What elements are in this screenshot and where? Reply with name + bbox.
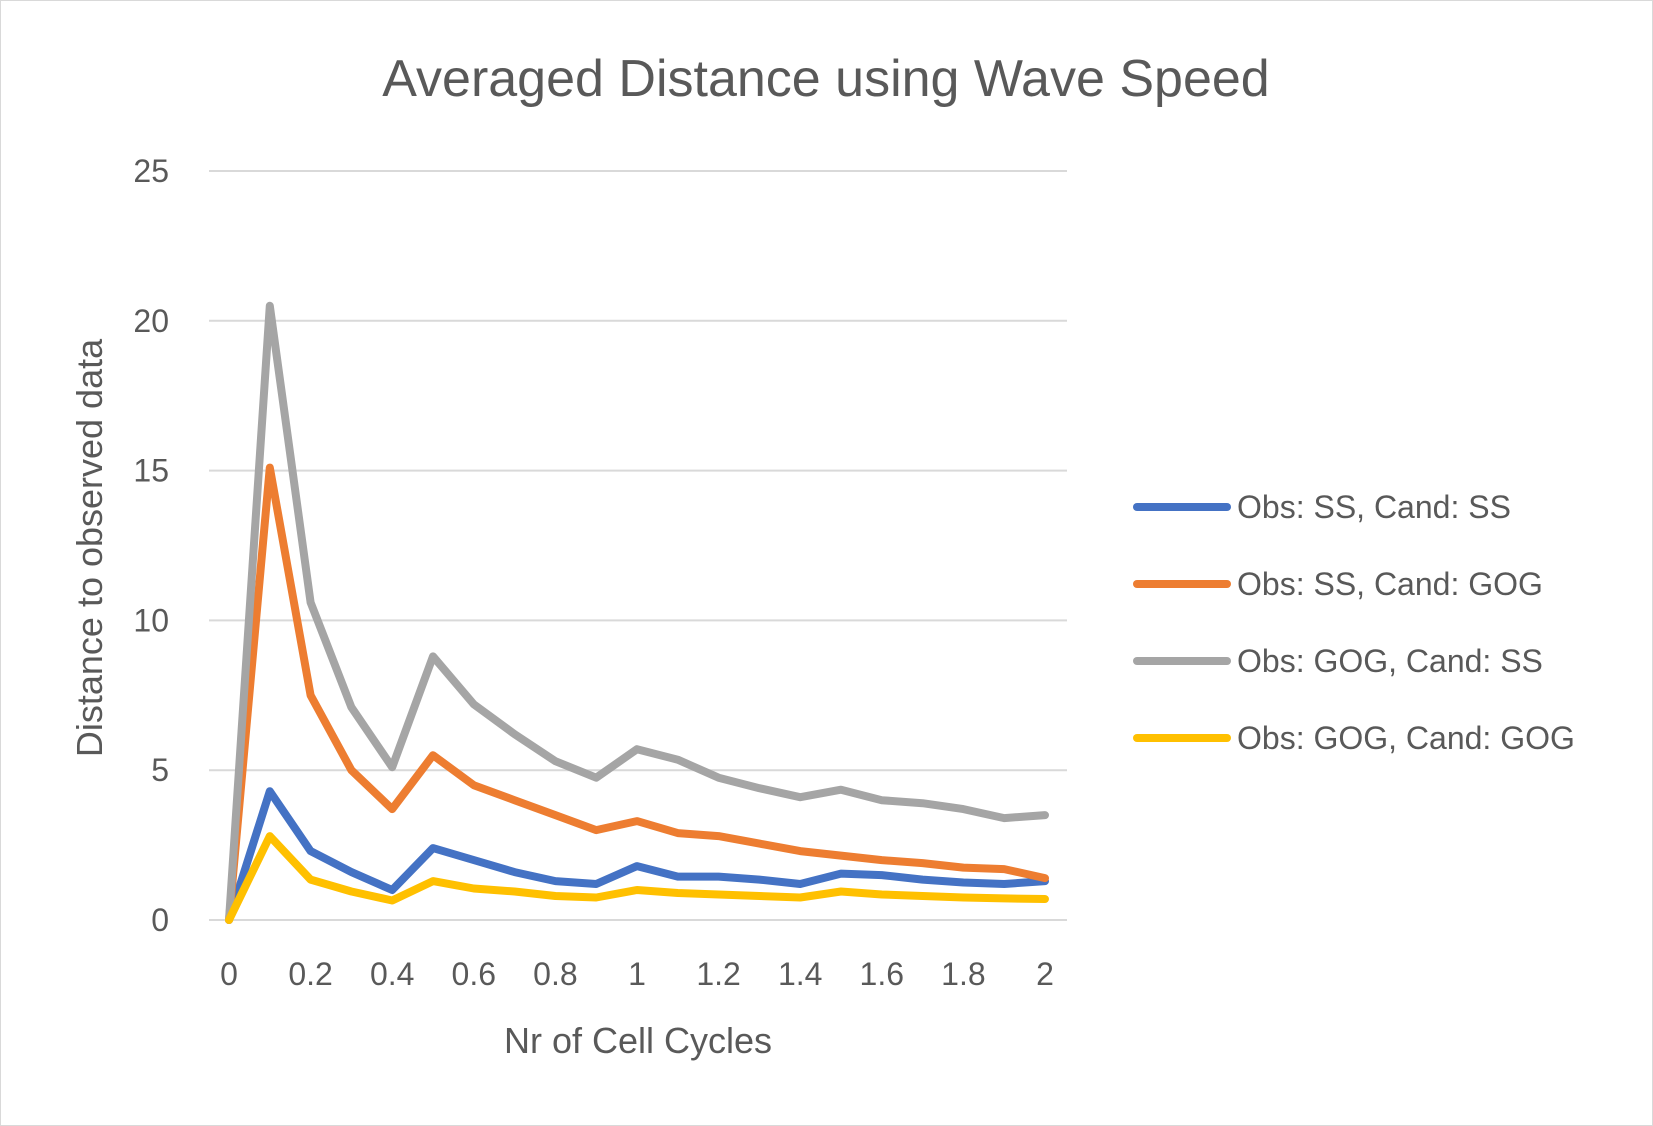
legend-label: Obs: SS, Cand: SS bbox=[1237, 489, 1511, 525]
y-tick-label: 25 bbox=[133, 153, 169, 189]
x-axis-title: Nr of Cell Cycles bbox=[504, 1020, 772, 1061]
x-tick-label: 0 bbox=[220, 956, 238, 992]
series-line-2 bbox=[225, 463, 1049, 924]
series-line-1 bbox=[225, 787, 1049, 924]
x-tick-label: 0.2 bbox=[288, 956, 332, 992]
y-tick-labels: 0 5 10 15 20 25 bbox=[133, 153, 169, 938]
x-tick-label: 1.2 bbox=[696, 956, 740, 992]
y-tick-label: 10 bbox=[133, 602, 169, 638]
y-axis-title: Distance to observed data bbox=[69, 338, 110, 757]
x-tick-label: 1.4 bbox=[778, 956, 822, 992]
y-tick-label: 5 bbox=[151, 752, 169, 788]
y-tick-label: 0 bbox=[151, 902, 169, 938]
x-tick-label: 1 bbox=[628, 956, 646, 992]
x-tick-label: 0.4 bbox=[370, 956, 414, 992]
legend: Obs: SS, Cand: SS Obs: SS, Cand: GOG Obs: … bbox=[1133, 489, 1575, 756]
series-line-3 bbox=[225, 301, 1049, 924]
chart-title: Averaged Distance using Wave Speed bbox=[382, 50, 1269, 108]
x-tick-label: 2 bbox=[1036, 956, 1054, 992]
x-tick-label: 1.8 bbox=[941, 956, 985, 992]
x-tick-label: 1.6 bbox=[860, 956, 904, 992]
series-line-4 bbox=[225, 832, 1049, 924]
y-tick-label: 15 bbox=[133, 453, 169, 489]
legend-label: Obs: GOG, Cand: SS bbox=[1237, 643, 1543, 679]
legend-label: Obs: GOG, Cand: GOG bbox=[1237, 720, 1575, 756]
x-tick-label: 0.6 bbox=[452, 956, 496, 992]
x-tick-label: 0.8 bbox=[533, 956, 577, 992]
series-layer bbox=[225, 301, 1049, 924]
x-tick-labels: 0 0.2 0.4 0.6 0.8 1 1.2 1.4 1.6 1.8 2 bbox=[220, 956, 1054, 992]
y-tick-label: 20 bbox=[133, 303, 169, 339]
legend-label: Obs: SS, Cand: GOG bbox=[1237, 566, 1543, 602]
